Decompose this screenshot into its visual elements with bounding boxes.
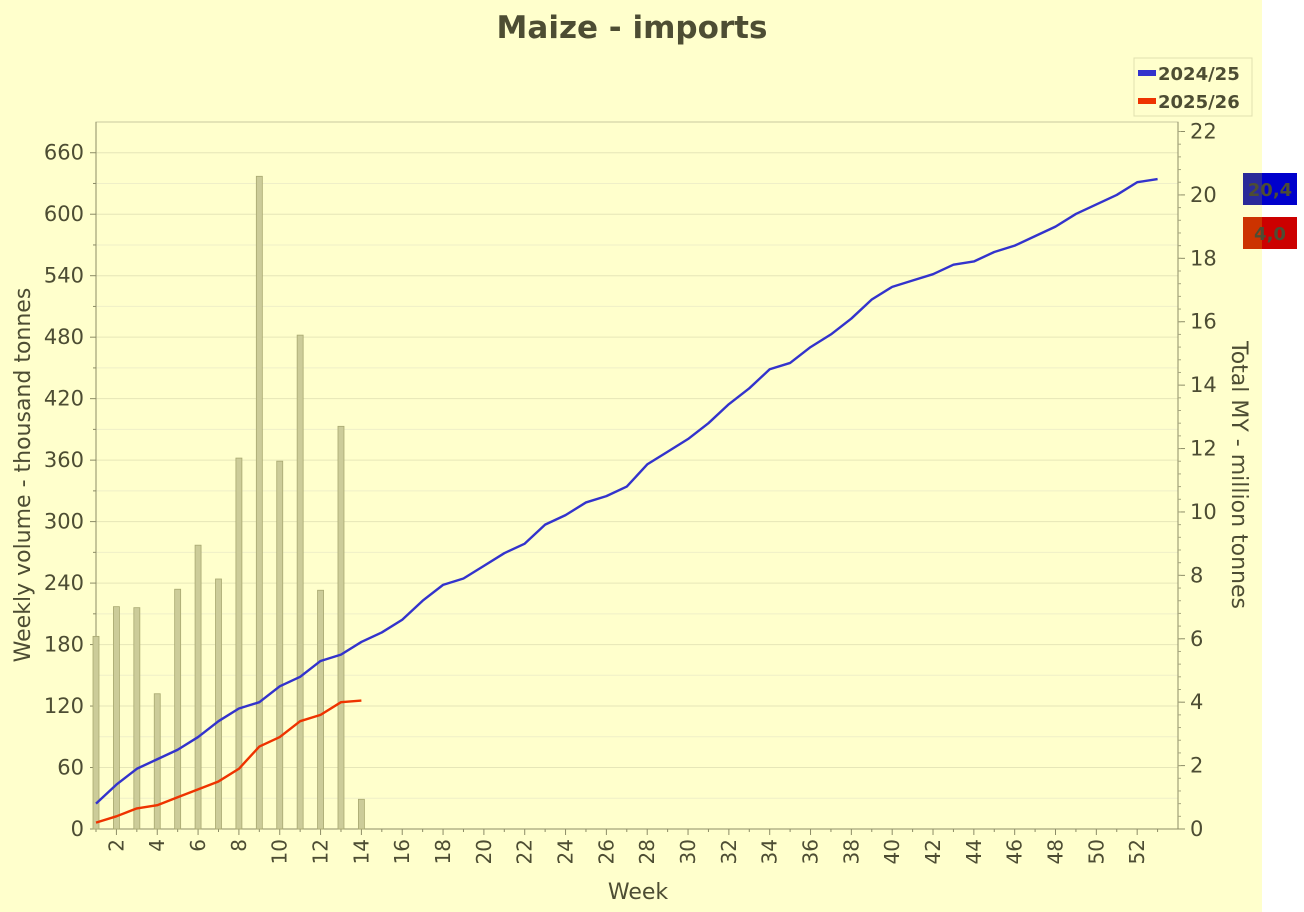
x-tick-label: 4 [145, 839, 169, 852]
bar [357, 798, 365, 830]
bar [296, 334, 304, 830]
x-tick-label: 2 [104, 839, 128, 852]
bar [337, 425, 345, 830]
y-right-tick-label: 2 [1190, 754, 1203, 778]
value-marker-left [1243, 217, 1262, 249]
y-right-tick-label: 14 [1190, 373, 1217, 397]
x-tick-label: 50 [1084, 839, 1108, 864]
y-left-tick-label: 120 [44, 694, 84, 718]
x-tick-label: 32 [717, 839, 741, 864]
chart-background [0, 0, 1262, 912]
bar [235, 457, 243, 830]
x-tick-label: 48 [1044, 839, 1068, 864]
x-tick-label: 24 [554, 839, 578, 864]
y-left-tick-label: 0 [71, 817, 84, 841]
value-marker-left [1243, 173, 1262, 205]
y-left-tick-label: 660 [44, 141, 84, 165]
y-right-tick-label: 8 [1190, 563, 1203, 587]
value-marker-label: 20,4 [1248, 180, 1292, 201]
series-line-2024-25 [95, 177, 1158, 805]
y-left-tick-label: 360 [44, 448, 84, 472]
y-left-tick-label: 540 [44, 264, 84, 288]
legend-swatch [1138, 98, 1156, 104]
bar [113, 606, 120, 830]
x-tick-label: 12 [309, 839, 333, 864]
series-line-2025-26 [95, 699, 362, 824]
x-tick-label: 38 [839, 839, 863, 864]
y-left-tick-label: 480 [44, 325, 84, 349]
x-tick-label: 20 [472, 839, 496, 864]
y-right-axis-title: Total MY - million tonnes [1226, 340, 1251, 609]
x-axis-title: Week [608, 880, 669, 905]
y-left-tick-label: 240 [44, 571, 84, 595]
bar [133, 607, 141, 830]
x-tick-label: 44 [962, 839, 986, 864]
bar [215, 578, 222, 830]
legend-label: 2024/25 [1158, 64, 1240, 85]
x-tick-label: 52 [1125, 839, 1149, 864]
y-right-tick-label: 16 [1190, 310, 1217, 334]
y-right-tick-label: 4 [1190, 690, 1203, 714]
x-tick-label: 14 [349, 839, 373, 864]
y-right-tick-label: 6 [1190, 627, 1203, 651]
legend-box [1133, 57, 1253, 117]
value-marker-label: 4,0 [1254, 224, 1286, 245]
x-tick-label: 30 [676, 839, 700, 864]
chart-title: Maize - imports [497, 10, 768, 46]
bar [317, 589, 324, 830]
value-marker-right [1262, 217, 1297, 249]
y-left-tick-label: 60 [57, 756, 84, 780]
y-right-tick-label: 18 [1190, 246, 1217, 270]
bar [276, 460, 284, 830]
y-left-axis-title: Weekly volume - thousand tonnes [11, 288, 36, 663]
y-left-tick-label: 420 [44, 387, 84, 411]
value-marker-right [1262, 173, 1297, 205]
y-left-tick-label: 180 [44, 633, 84, 657]
legend-swatch [1138, 70, 1156, 76]
x-tick-label: 34 [758, 839, 782, 864]
y-right-tick-label: 20 [1190, 183, 1217, 207]
x-tick-label: 26 [594, 839, 618, 864]
x-tick-label: 22 [513, 839, 537, 864]
x-tick-label: 18 [431, 839, 455, 864]
x-tick-label: 6 [186, 839, 210, 852]
x-tick-label: 16 [390, 839, 414, 864]
x-tick-label: 42 [921, 839, 945, 864]
x-tick-label: 46 [1003, 839, 1027, 864]
y-right-tick-label: 0 [1190, 817, 1203, 841]
bar [255, 175, 263, 830]
y-right-tick-label: 12 [1190, 437, 1217, 461]
bar [194, 544, 202, 830]
x-tick-label: 36 [799, 839, 823, 864]
x-tick-label: 40 [880, 839, 904, 864]
x-tick-label: 28 [635, 839, 659, 864]
bar [174, 588, 182, 830]
legend-label: 2025/26 [1158, 92, 1240, 113]
bar [92, 635, 100, 830]
y-right-tick-label: 22 [1190, 120, 1217, 144]
y-left-tick-label: 300 [44, 510, 84, 534]
x-tick-label: 8 [227, 839, 251, 852]
x-tick-label: 10 [268, 839, 292, 864]
y-right-tick-label: 10 [1190, 500, 1217, 524]
y-left-tick-label: 600 [44, 202, 84, 226]
